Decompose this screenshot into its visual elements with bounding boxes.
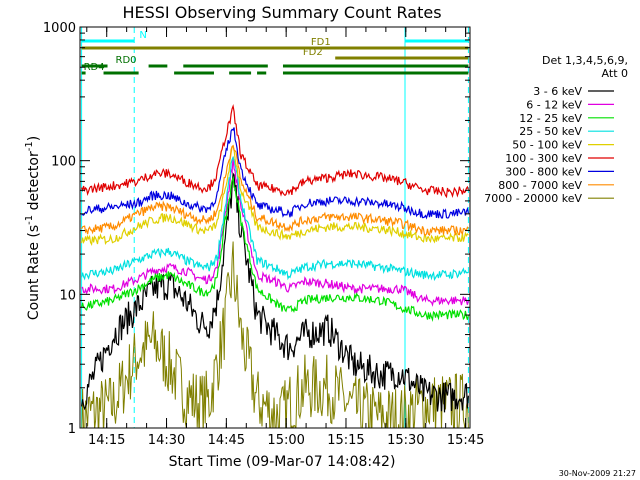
legend-label: 7000 - 20000 keV: [484, 192, 582, 205]
legend-label: 100 - 300 keV: [505, 152, 582, 165]
legend-label: 25 - 50 keV: [519, 125, 582, 138]
legend-label: 300 - 800 keV: [505, 165, 582, 178]
legend-label: 50 - 100 keV: [512, 139, 582, 152]
series-line-5: [81, 103, 469, 199]
footer-timestamp: 30-Nov-2009 21:27: [559, 469, 636, 478]
legend-title-line1: Det 1,3,4,5,6,9,: [542, 54, 628, 67]
series-line-7: [81, 144, 469, 236]
legend-label: 12 - 25 keV: [519, 112, 582, 125]
series-line-2: [81, 175, 469, 322]
series-line-6: [81, 127, 469, 220]
y-axis-label: Count Rate (s-1 detector-1): [24, 136, 42, 320]
flag-label-fd1: FD1: [311, 37, 331, 48]
flag-label-fd2: FD2: [303, 47, 323, 58]
series-line-1: [81, 156, 469, 307]
flag-label-rd0: RD0: [116, 55, 137, 66]
x-axis-label: Start Time (09-Mar-07 14:08:42): [169, 454, 396, 470]
x-tick-label: 15:00: [267, 433, 304, 448]
x-tick-label: 14:30: [148, 433, 185, 448]
legend-title-line2: Att 0: [602, 67, 628, 80]
y-axis-label-end: ): [26, 136, 42, 141]
series-line-4: [81, 145, 469, 247]
plot-frame: [79, 26, 471, 429]
x-tick-label: 15:45: [447, 433, 484, 448]
y-tick-label: 1000: [43, 21, 76, 36]
y-tick-label: 100: [51, 155, 76, 170]
legend-label: 800 - 7000 keV: [498, 179, 582, 192]
flag-label-n: N: [139, 30, 146, 41]
x-tick-label: 14:15: [88, 433, 125, 448]
y-axis-label-exponent-2: -1: [24, 141, 35, 151]
x-tick-label: 15:30: [387, 433, 424, 448]
legend-label: 3 - 6 keV: [533, 85, 582, 98]
series-line-3: [81, 155, 469, 282]
series-group: [81, 103, 469, 428]
y-axis-label-exponent-1: -1: [24, 215, 35, 225]
y-tick-label: 10: [59, 288, 76, 303]
y-tick-label: 1: [68, 422, 76, 437]
legend-label: 6 - 12 keV: [526, 98, 582, 111]
chart-title: HESSI Observing Summary Count Rates: [122, 3, 441, 22]
y-axis-label-mid: detector: [26, 151, 42, 215]
x-tick-label: 14:45: [208, 433, 245, 448]
flag-label-rd4: RD4: [84, 62, 105, 73]
y-axis-label-main: Count Rate (s: [26, 225, 42, 320]
series-line-0: [81, 172, 469, 413]
series-line-8: [81, 241, 469, 428]
x-tick-label: 15:15: [327, 433, 364, 448]
